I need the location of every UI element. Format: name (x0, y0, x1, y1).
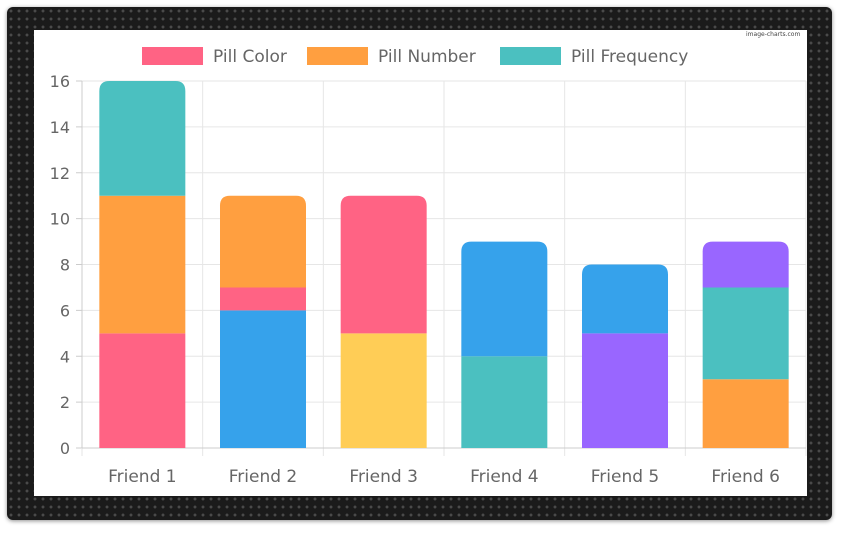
y-tick-label: 8 (60, 256, 70, 275)
bar-segment (340, 333, 427, 448)
legend-swatch (500, 47, 561, 65)
x-tick-label: Friend 1 (108, 467, 177, 487)
y-tick-label: 4 (60, 347, 70, 366)
y-tick-label: 16 (50, 72, 70, 91)
legend-label: Pill Frequency (571, 47, 688, 67)
bar-segment (99, 81, 186, 196)
y-tick-label: 0 (60, 439, 70, 458)
legend-swatch (307, 47, 368, 65)
bar-segment (340, 195, 427, 334)
y-tick-label: 12 (50, 164, 70, 183)
x-tick-label: Friend 6 (711, 467, 780, 487)
bar-segment (702, 379, 789, 448)
x-tick-label: Friend 3 (349, 467, 418, 487)
bar-segment (582, 264, 668, 334)
bar-segment (220, 195, 306, 288)
bar-segment (582, 333, 668, 448)
x-tick-label: Friend 2 (229, 467, 298, 487)
legend-label: Pill Color (213, 47, 287, 67)
y-tick-label: 10 (50, 210, 70, 229)
bar-segment (99, 333, 186, 448)
bar-segment (702, 241, 789, 288)
bar-segment (220, 287, 306, 311)
stacked-bar-chart: 0 2 4 6 8 10 12 14 16 Friend 1 Friend 2 Friend 3 Fri… (50, 47, 807, 487)
y-tick-label: 14 (50, 118, 70, 137)
x-tick-label: Friend 5 (591, 467, 660, 487)
bar-segment (461, 356, 548, 448)
x-tick-label: Friend 4 (470, 467, 539, 487)
legend-label: Pill Number (378, 47, 476, 67)
bar-segment (702, 287, 789, 380)
bar-segment (99, 195, 186, 334)
legend-swatch (142, 47, 203, 65)
y-tick-label: 6 (60, 301, 70, 320)
bar-segment (220, 310, 306, 448)
y-tick-label: 2 (60, 393, 70, 412)
bar-segment (461, 241, 548, 357)
watermark: image-charts.com (746, 31, 801, 38)
